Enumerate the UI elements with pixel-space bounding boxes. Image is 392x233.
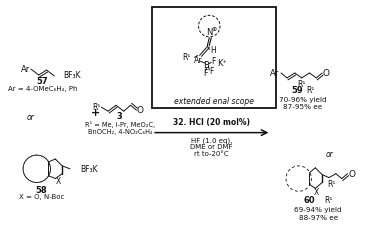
Text: F: F [209, 67, 213, 75]
Text: H: H [211, 46, 216, 55]
Text: BF₃K: BF₃K [63, 72, 81, 80]
Text: X: X [56, 177, 61, 186]
Text: X = O, N-Boc: X = O, N-Boc [19, 194, 64, 200]
Text: +: + [91, 108, 100, 118]
Text: ⊕: ⊕ [212, 27, 217, 32]
Text: N: N [206, 28, 212, 38]
FancyBboxPatch shape [152, 7, 276, 108]
Text: F: F [211, 57, 215, 66]
Text: 57: 57 [37, 77, 49, 86]
Text: R¹: R¹ [324, 195, 332, 205]
Text: HF (1.0 eq),: HF (1.0 eq), [191, 137, 232, 144]
Text: B: B [203, 61, 209, 70]
Text: 87-95% ee: 87-95% ee [283, 104, 322, 110]
Text: K⁺: K⁺ [217, 59, 227, 68]
Text: O: O [323, 69, 330, 78]
Text: 88-97% ee: 88-97% ee [299, 215, 338, 221]
Text: R¹: R¹ [92, 103, 100, 112]
Text: R¹: R¹ [182, 53, 191, 62]
Text: R¹: R¹ [298, 80, 306, 89]
Text: 59: 59 [291, 86, 303, 95]
Text: DME or DMF: DME or DMF [191, 144, 233, 150]
Text: X: X [314, 188, 319, 197]
Text: BnOCH₂, 4-NO₂C₆H₄: BnOCH₂, 4-NO₂C₆H₄ [87, 129, 152, 135]
Text: Ar: Ar [194, 56, 203, 65]
Text: BF₃K: BF₃K [80, 165, 97, 174]
Text: 3: 3 [117, 112, 123, 120]
Text: R¹: R¹ [327, 180, 335, 189]
Text: 32. HCl (20 mol%): 32. HCl (20 mol%) [173, 118, 250, 127]
Text: O: O [349, 170, 356, 179]
Text: R¹ = Me, i-Pr, MeO₂C,: R¹ = Me, i-Pr, MeO₂C, [85, 121, 155, 128]
Text: rt to-20°C: rt to-20°C [194, 151, 229, 157]
Text: O: O [137, 106, 144, 115]
Text: R¹: R¹ [306, 86, 315, 95]
Text: Ar = 4-OMeC₆H₄, Ph: Ar = 4-OMeC₆H₄, Ph [8, 86, 77, 92]
Text: 60: 60 [304, 195, 315, 205]
Text: Ar: Ar [270, 69, 279, 78]
Text: 70-96% yield: 70-96% yield [279, 97, 327, 103]
Text: 69-94% yield: 69-94% yield [294, 207, 342, 213]
Text: 58: 58 [36, 186, 47, 195]
Text: extended enal scope: extended enal scope [174, 97, 254, 106]
Text: F: F [203, 69, 208, 78]
Text: or: or [27, 113, 35, 123]
Text: or: or [326, 150, 334, 159]
Text: Ar: Ar [21, 65, 30, 74]
